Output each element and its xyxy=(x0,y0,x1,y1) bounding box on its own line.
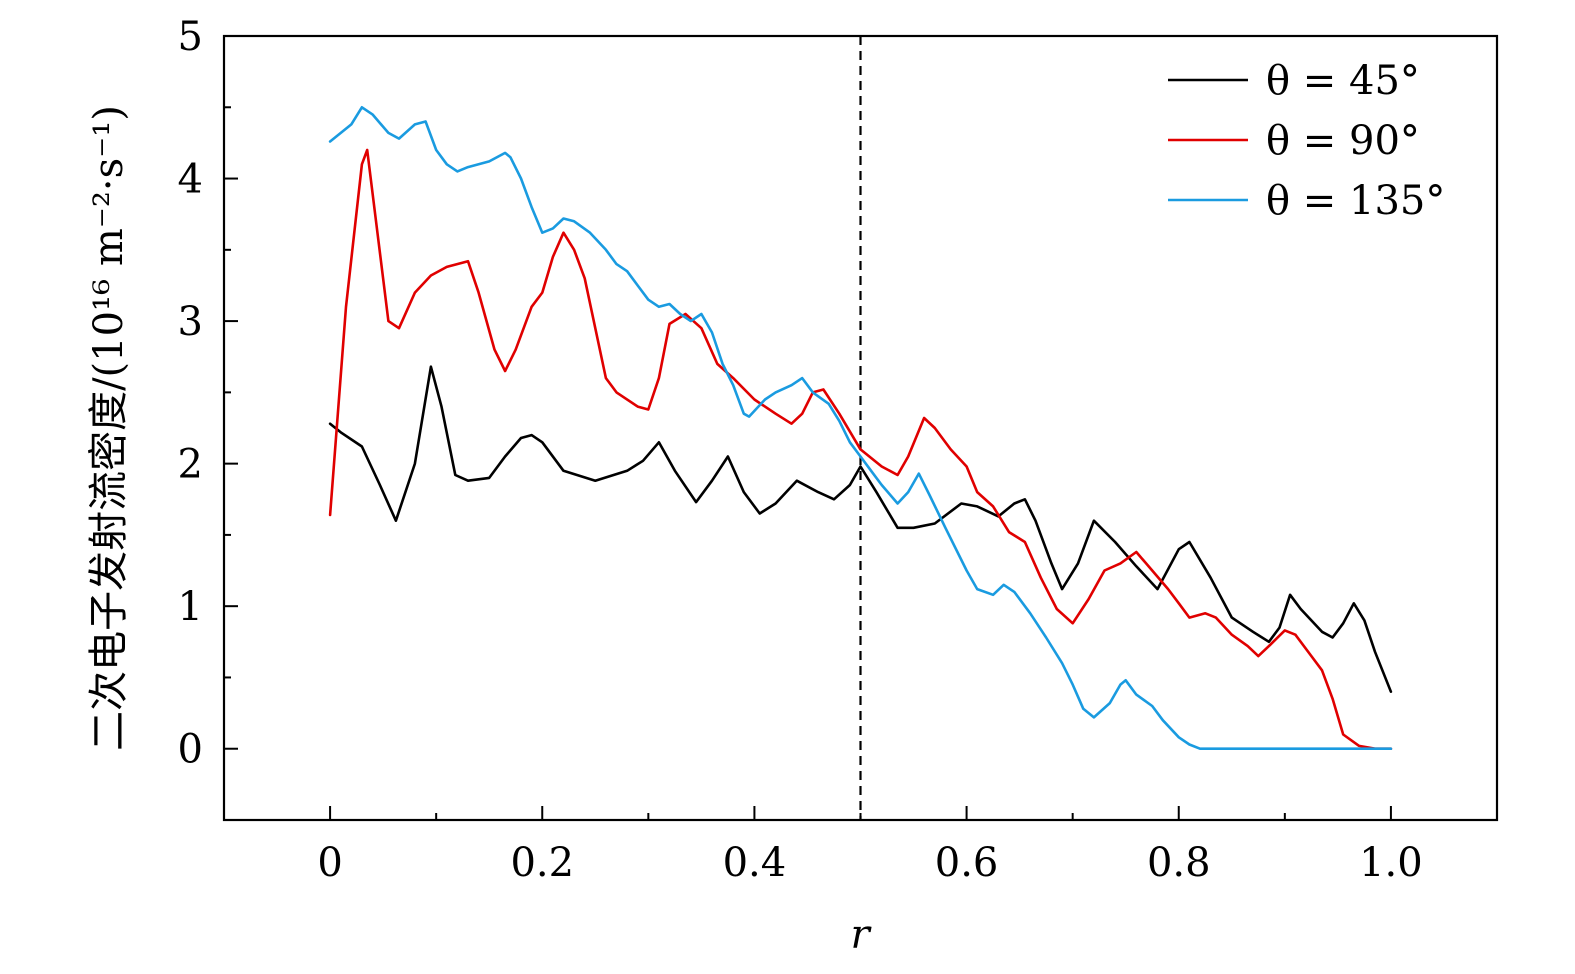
y-tick-label: 5 xyxy=(178,14,203,60)
legend-label-series-0: θ = 45° xyxy=(1266,58,1420,104)
y-tick-label: 2 xyxy=(178,442,203,488)
x-tick-label: 0.4 xyxy=(723,840,787,886)
series-line-2 xyxy=(328,106,1393,751)
legend: θ = 45° θ = 90° θ = 135° xyxy=(1168,58,1445,224)
y-tick-label: 3 xyxy=(178,299,203,345)
y-tick-label: 1 xyxy=(178,584,203,630)
series-line-0 xyxy=(328,365,1393,694)
series-line-1 xyxy=(328,148,1393,751)
x-axis-title: r xyxy=(850,912,872,958)
axis-ticks xyxy=(223,35,1498,821)
legend-label-series-1: θ = 90° xyxy=(1266,118,1420,164)
series-lines xyxy=(328,106,1393,751)
y-tick-label: 4 xyxy=(178,157,203,203)
tick-labels: 0 0.2 0.4 0.6 0.8 1.0 0 1 2 3 4 5 xyxy=(178,14,1423,886)
legend-label-series-2: θ = 135° xyxy=(1266,178,1445,224)
x-tick-label: 0.2 xyxy=(510,840,574,886)
x-tick-label: 1.0 xyxy=(1359,840,1423,886)
x-tick-label: 0.8 xyxy=(1147,840,1211,886)
x-tick-label: 0 xyxy=(317,840,342,886)
y-tick-label: 0 xyxy=(178,727,203,773)
x-tick-label: 0.6 xyxy=(935,840,999,886)
y-axis-title: 二次电子发射流密度/(10¹⁶ m⁻²·s⁻¹) xyxy=(86,105,132,751)
